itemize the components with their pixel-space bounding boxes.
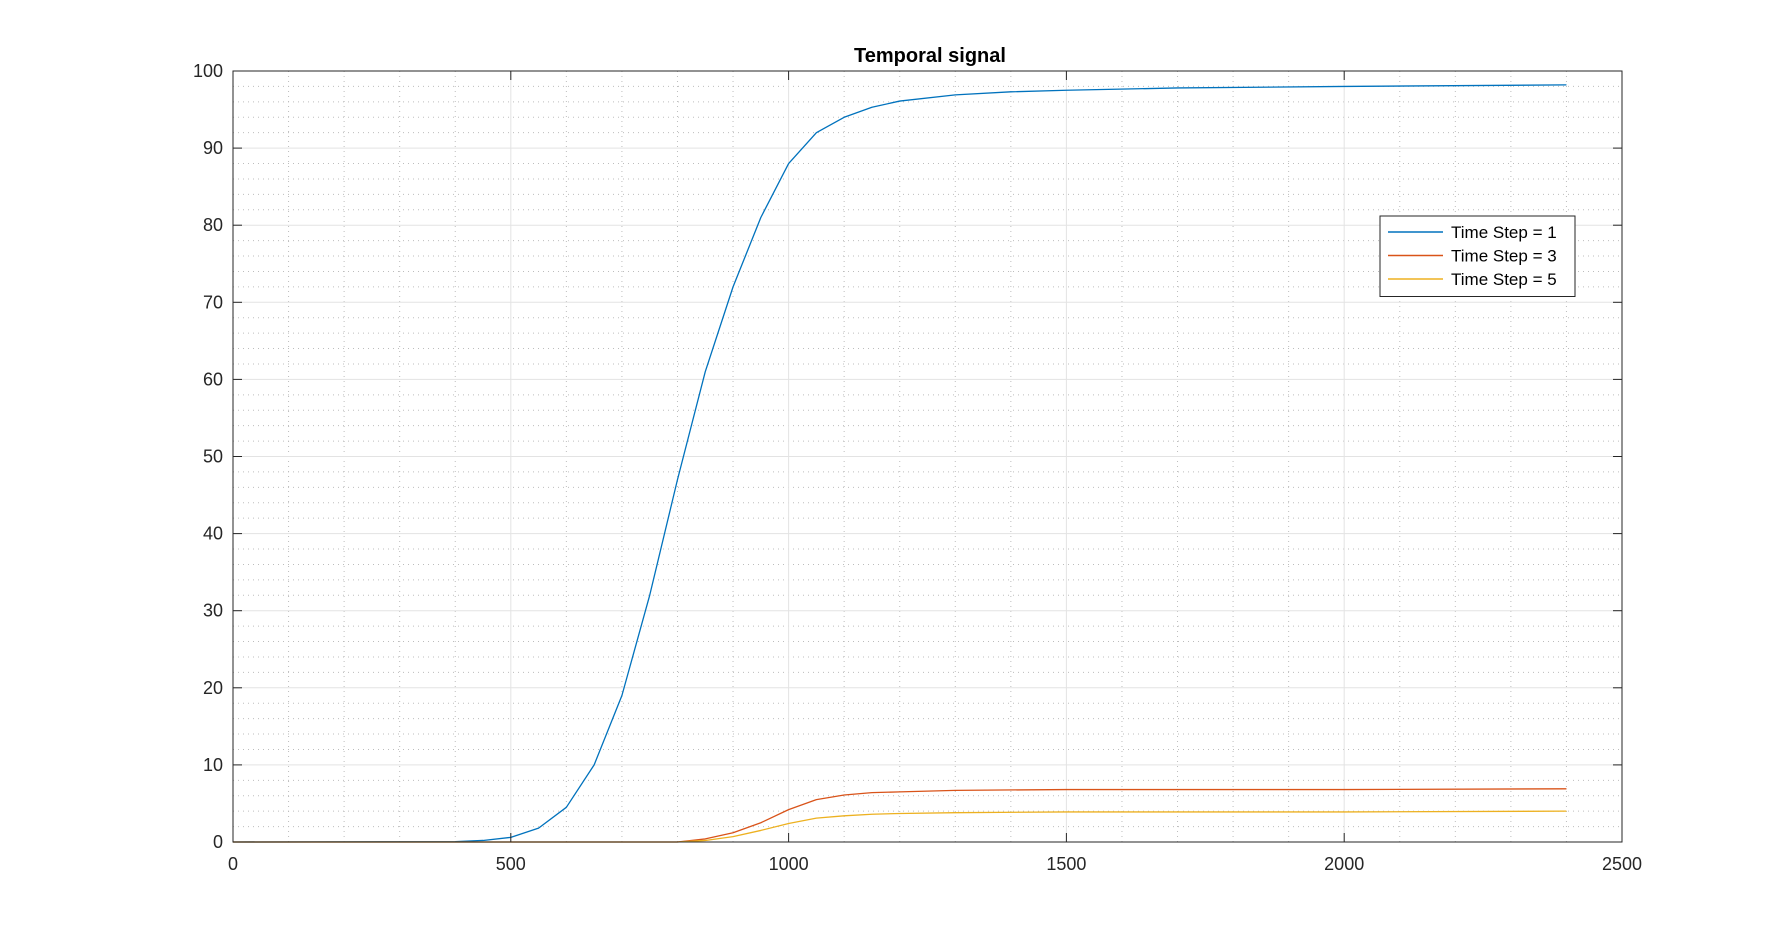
legend-label-2: Time Step = 3 [1451, 247, 1557, 266]
y-tick-label: 10 [203, 755, 223, 775]
y-tick-label: 80 [203, 215, 223, 235]
y-tick-label: 90 [203, 138, 223, 158]
y-tick-label: 60 [203, 369, 223, 389]
y-tick-label: 40 [203, 524, 223, 544]
x-tick-label: 0 [228, 854, 238, 874]
series-line-2 [233, 788, 1567, 843]
major-grid [232, 70, 1623, 843]
series-line-3 [233, 810, 1567, 843]
y-tick-label: 100 [193, 61, 223, 81]
x-tick-label: 2500 [1602, 854, 1642, 874]
y-tick-label: 30 [203, 601, 223, 621]
legend[interactable]: Time Step = 1 Time Step = 3 Time Step = 5 [1379, 215, 1576, 297]
y-tick-label: 50 [203, 447, 223, 467]
x-tick-labels: 0 500 1000 1500 2000 2500 [228, 854, 1642, 874]
series-lines [232, 84, 1567, 843]
y-tick-labels: 0 10 20 30 40 50 60 70 80 90 100 [193, 61, 223, 852]
legend-label-1: Time Step = 1 [1451, 223, 1557, 242]
series-line-1 [232, 84, 1567, 843]
x-tick-label: 1000 [769, 854, 809, 874]
x-tick-label: 1500 [1046, 854, 1086, 874]
chart-title: Temporal signal [854, 45, 1006, 67]
y-tick-label: 70 [203, 292, 223, 312]
legend-label-3: Time Step = 5 [1451, 270, 1557, 289]
y-tick-label: 0 [213, 832, 223, 852]
axis-ticks [232, 70, 1623, 843]
y-tick-label: 20 [203, 678, 223, 698]
x-tick-label: 2000 [1324, 854, 1364, 874]
x-tick-label: 500 [496, 854, 526, 874]
